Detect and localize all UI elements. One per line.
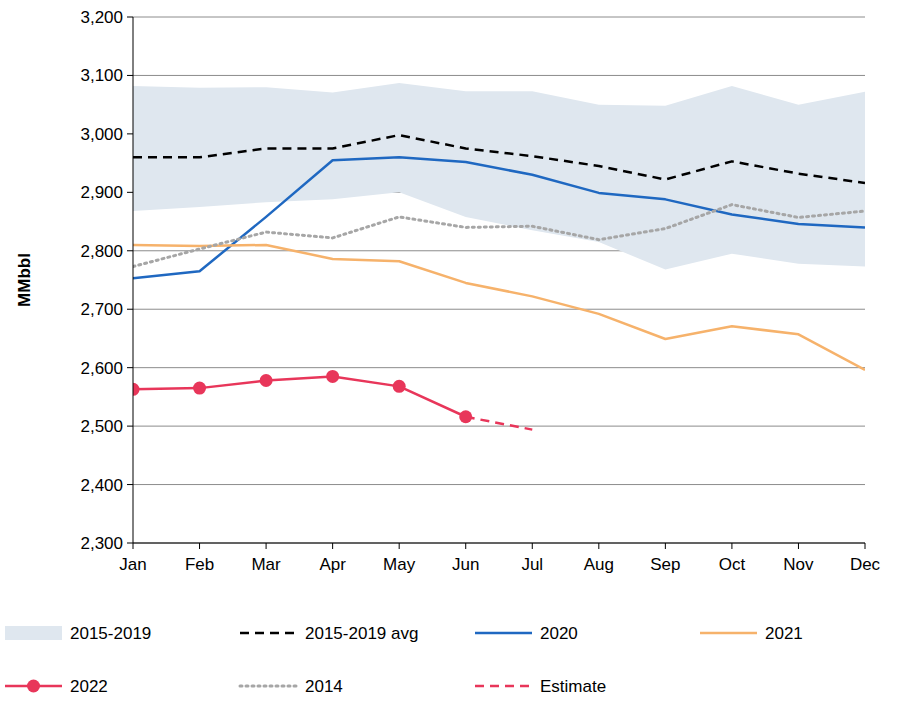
legend-item: 2015-2019 avg	[240, 624, 418, 643]
legend-label: 2022	[70, 677, 108, 696]
legend-item: 2015-2019	[5, 624, 151, 643]
x-tick-label: Aug	[584, 555, 614, 574]
series-marker	[133, 383, 140, 396]
legend-swatch	[5, 626, 62, 640]
y-tick	[127, 367, 133, 368]
x-axis	[133, 543, 865, 544]
series-marker	[193, 382, 206, 395]
legend-label: Estimate	[540, 677, 606, 696]
x-tick-label: Oct	[719, 555, 746, 574]
legend-swatch	[475, 632, 532, 635]
grid-line	[133, 367, 865, 368]
grid-line	[133, 309, 865, 310]
legend-item: 2022	[5, 677, 108, 696]
series-line	[133, 376, 466, 416]
x-tick	[731, 543, 732, 549]
legend-label: 2021	[765, 624, 803, 643]
series-line	[133, 157, 865, 278]
x-tick	[399, 543, 400, 549]
y-tick-label: 2,900	[80, 183, 123, 202]
legend-marker	[27, 680, 40, 693]
legend-label: 2015-2019 avg	[305, 624, 418, 643]
series-marker	[326, 370, 339, 383]
series-marker	[459, 410, 472, 423]
y-tick	[127, 309, 133, 310]
x-tick	[199, 543, 200, 549]
y-tick	[127, 133, 133, 134]
y-tick	[127, 426, 133, 427]
legend-item: 2020	[475, 624, 578, 643]
legend-item: Estimate	[475, 677, 606, 696]
y-tick	[127, 75, 133, 76]
y-tick-label: 2,700	[80, 300, 123, 319]
series-marker	[260, 374, 273, 387]
legend-swatch	[240, 685, 297, 688]
x-tick	[798, 543, 799, 549]
series-line	[133, 205, 865, 267]
y-tick-label: 2,800	[80, 242, 123, 261]
series-group	[133, 83, 865, 430]
x-tick-label: Jun	[452, 555, 479, 574]
x-tick-label: Feb	[185, 555, 214, 574]
x-tick-label: Nov	[783, 555, 814, 574]
legend-label: 2014	[305, 677, 343, 696]
band-area	[133, 83, 865, 269]
x-tick-label: Jul	[521, 555, 543, 574]
series-line	[466, 417, 533, 430]
y-tick-label: 3,000	[80, 125, 123, 144]
y-tick-label: 3,200	[80, 8, 123, 27]
series-line	[133, 245, 865, 370]
x-tick-label: Sep	[650, 555, 680, 574]
y-axis-label: MMbbl	[15, 253, 34, 307]
series-marker	[393, 380, 406, 393]
x-tick	[665, 543, 666, 549]
series-line	[133, 135, 865, 183]
x-tick	[133, 543, 134, 549]
legend-item: 2014	[240, 677, 343, 696]
x-tick-label: Mar	[251, 555, 281, 574]
legend-swatch	[475, 685, 532, 688]
y-tick	[127, 250, 133, 251]
legend-item: 2021	[700, 624, 803, 643]
x-tick	[598, 543, 599, 549]
y-tick	[127, 192, 133, 193]
x-tick-label: Dec	[850, 555, 881, 574]
grid-line	[133, 75, 865, 76]
x-tick	[465, 543, 466, 549]
y-tick-label: 2,600	[80, 359, 123, 378]
y-tick-label: 2,300	[80, 534, 123, 553]
y-tick	[127, 543, 133, 544]
y-tick-label: 2,400	[80, 476, 123, 495]
y-tick-label: 2,500	[80, 417, 123, 436]
x-tick-label: May	[383, 555, 416, 574]
x-tick-label: Jan	[119, 555, 146, 574]
grid-line	[133, 484, 865, 485]
legend-swatch	[700, 632, 757, 635]
y-tick	[127, 17, 133, 18]
legend-swatch	[240, 632, 297, 635]
y-axis	[133, 17, 134, 543]
x-tick-label: Apr	[319, 555, 346, 574]
x-tick	[532, 543, 533, 549]
y-tick	[127, 484, 133, 485]
x-tick	[865, 543, 866, 549]
x-tick	[266, 543, 267, 549]
chart: 2,300 2,400 2,500 2,600 2,700 2,800 2,900 3,000…	[0, 0, 907, 707]
x-tick	[332, 543, 333, 549]
y-tick-label: 3,100	[80, 66, 123, 85]
grid-line	[133, 543, 865, 544]
grid-line	[133, 17, 865, 18]
grid-line	[133, 426, 865, 427]
legend-label: 2020	[540, 624, 578, 643]
legend-label: 2015-2019	[70, 624, 151, 643]
